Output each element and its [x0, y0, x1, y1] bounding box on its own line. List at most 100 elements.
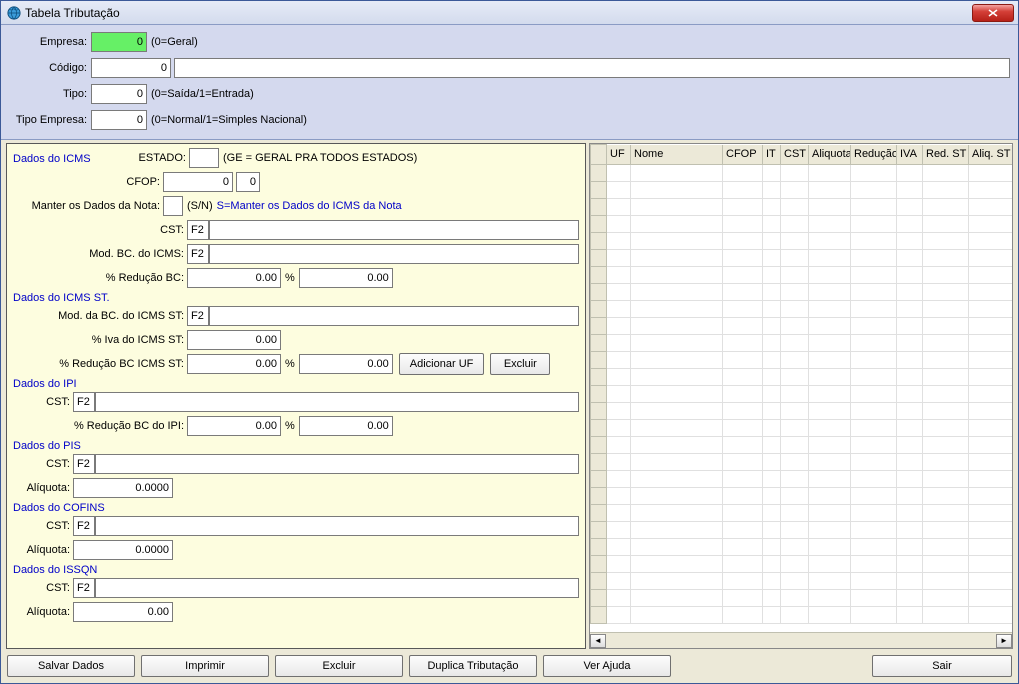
ipi-cst-f2[interactable] [73, 392, 95, 412]
col-iva[interactable]: IVA [897, 145, 923, 165]
estado-input[interactable] [189, 148, 219, 168]
col-cst[interactable]: CST [781, 145, 809, 165]
table-row[interactable] [591, 199, 1013, 216]
data-grid[interactable]: UFNomeCFOPITCSTAliquotaReduçãoIVARed. ST… [590, 144, 1012, 624]
grid-pane: UFNomeCFOPITCSTAliquotaReduçãoIVARed. ST… [589, 143, 1013, 649]
table-row[interactable] [591, 352, 1013, 369]
sair-button[interactable]: Sair [872, 655, 1012, 677]
table-row[interactable] [591, 471, 1013, 488]
table-row[interactable] [591, 403, 1013, 420]
pis-cst-label: CST: [13, 458, 73, 470]
icms-modbc-label: Mod. BC. do ICMS: [13, 248, 187, 260]
table-row[interactable] [591, 437, 1013, 454]
issqn-cst-desc[interactable] [95, 578, 579, 598]
empresa-label: Empresa: [9, 36, 91, 48]
table-row[interactable] [591, 505, 1013, 522]
section-icms: Dados do ICMS [13, 153, 131, 165]
cofins-aliq[interactable] [73, 540, 173, 560]
table-row[interactable] [591, 301, 1013, 318]
icmsst-modbc-f2[interactable] [187, 306, 209, 326]
cofins-aliq-label: Alíquota: [13, 544, 73, 556]
table-row[interactable] [591, 454, 1013, 471]
table-row[interactable] [591, 267, 1013, 284]
icms-cst-desc[interactable] [209, 220, 579, 240]
issqn-aliq[interactable] [73, 602, 173, 622]
table-row[interactable] [591, 233, 1013, 250]
table-row[interactable] [591, 284, 1013, 301]
table-row[interactable] [591, 386, 1013, 403]
manter-input[interactable] [163, 196, 183, 216]
salvar-button[interactable]: Salvar Dados [7, 655, 135, 677]
empresa-input[interactable] [91, 32, 147, 52]
table-row[interactable] [591, 488, 1013, 505]
icms-cst-f2[interactable] [187, 220, 209, 240]
col-aliq-st[interactable]: Aliq. ST [969, 145, 1013, 165]
icms-modbc-f2[interactable] [187, 244, 209, 264]
table-row[interactable] [591, 369, 1013, 386]
col-cfop[interactable]: CFOP [723, 145, 763, 165]
window-title: Tabela Tributação [25, 6, 972, 20]
duplica-button[interactable]: Duplica Tributação [409, 655, 537, 677]
icms-reducao1[interactable] [187, 268, 281, 288]
cofins-cst-desc[interactable] [95, 516, 579, 536]
col-aliquota[interactable]: Aliquota [809, 145, 851, 165]
col-it[interactable]: IT [763, 145, 781, 165]
window: Tabela Tributação Empresa: (0=Geral) Cód… [0, 0, 1019, 684]
issqn-cst-f2[interactable] [73, 578, 95, 598]
excluir-uf-button[interactable]: Excluir [490, 353, 550, 375]
tipo-empresa-note: (0=Normal/1=Simples Nacional) [151, 114, 307, 126]
table-row[interactable] [591, 522, 1013, 539]
close-button[interactable] [972, 4, 1014, 22]
tipo-input[interactable] [91, 84, 147, 104]
icms-reducao2[interactable] [299, 268, 393, 288]
scroll-left-icon[interactable]: ◄ [590, 634, 606, 648]
ajuda-button[interactable]: Ver Ajuda [543, 655, 671, 677]
icmsst-iva[interactable] [187, 330, 281, 350]
imprimir-button[interactable]: Imprimir [141, 655, 269, 677]
table-row[interactable] [591, 318, 1013, 335]
titlebar[interactable]: Tabela Tributação [1, 1, 1018, 25]
cofins-cst-f2[interactable] [73, 516, 95, 536]
codigo-desc-input[interactable] [174, 58, 1010, 78]
footer-bar: Salvar Dados Imprimir Excluir Duplica Tr… [1, 651, 1018, 683]
tipo-empresa-input[interactable] [91, 110, 147, 130]
table-row[interactable] [591, 216, 1013, 233]
adicionar-uf-button[interactable]: Adicionar UF [399, 353, 485, 375]
table-row[interactable] [591, 335, 1013, 352]
col-uf[interactable]: UF [607, 145, 631, 165]
icms-reducao-label: % Redução BC: [13, 272, 187, 284]
icmsst-red2[interactable] [299, 354, 393, 374]
table-row[interactable] [591, 539, 1013, 556]
cfop1-input[interactable] [163, 172, 233, 192]
section-issqn: Dados do ISSQN [13, 564, 579, 576]
pis-cst-f2[interactable] [73, 454, 95, 474]
table-row[interactable] [591, 250, 1013, 267]
table-row[interactable] [591, 590, 1013, 607]
codigo-input[interactable] [91, 58, 171, 78]
ipi-red1[interactable] [187, 416, 281, 436]
icmsst-red1[interactable] [187, 354, 281, 374]
pis-cst-desc[interactable] [95, 454, 579, 474]
codigo-label: Código: [9, 62, 91, 74]
grid-hscrollbar[interactable]: ◄ ► [590, 632, 1012, 648]
col-redu-o[interactable]: Redução [851, 145, 897, 165]
table-row[interactable] [591, 556, 1013, 573]
table-row[interactable] [591, 182, 1013, 199]
excluir-button[interactable]: Excluir [275, 655, 403, 677]
icmsst-modbc-desc[interactable] [209, 306, 579, 326]
icms-modbc-desc[interactable] [209, 244, 579, 264]
col-red-st[interactable]: Red. ST [923, 145, 969, 165]
manter-note-prefix: (S/N) [187, 200, 213, 212]
cfop2-input[interactable] [236, 172, 260, 192]
scroll-right-icon[interactable]: ► [996, 634, 1012, 648]
ipi-cst-desc[interactable] [95, 392, 579, 412]
table-row[interactable] [591, 165, 1013, 182]
ipi-red-label: % Redução BC do IPI: [13, 420, 187, 432]
col-nome[interactable]: Nome [631, 145, 723, 165]
table-row[interactable] [591, 607, 1013, 624]
table-row[interactable] [591, 420, 1013, 437]
pis-aliq[interactable] [73, 478, 173, 498]
table-row[interactable] [591, 573, 1013, 590]
ipi-red2[interactable] [299, 416, 393, 436]
grid-scroll[interactable]: UFNomeCFOPITCSTAliquotaReduçãoIVARed. ST… [590, 144, 1012, 632]
